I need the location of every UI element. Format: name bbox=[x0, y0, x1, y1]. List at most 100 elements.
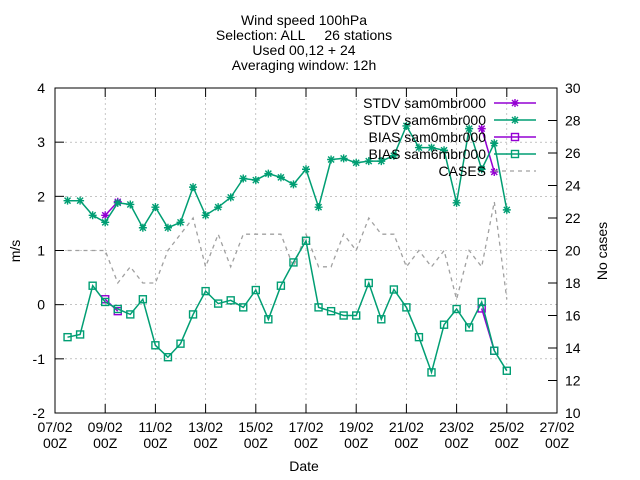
data-point bbox=[76, 196, 85, 205]
y-tick-label: 1 bbox=[37, 243, 45, 259]
data-point bbox=[101, 211, 110, 220]
data-point bbox=[502, 366, 511, 375]
series-layer bbox=[63, 121, 511, 377]
data-point bbox=[276, 281, 286, 290]
data-point bbox=[189, 183, 198, 192]
data-point bbox=[239, 174, 248, 183]
data-point bbox=[289, 258, 298, 267]
y2-tick-label: 10 bbox=[565, 405, 581, 421]
data-point bbox=[352, 311, 361, 320]
data-point bbox=[113, 304, 122, 314]
data-point bbox=[302, 165, 310, 174]
y-tick-label: -1 bbox=[33, 351, 46, 367]
y-tick-label: 4 bbox=[37, 80, 45, 96]
data-point bbox=[151, 341, 160, 350]
data-point bbox=[251, 176, 260, 185]
data-point bbox=[314, 203, 323, 212]
data-point bbox=[201, 211, 210, 220]
data-point bbox=[314, 303, 323, 312]
y2-tick-label: 12 bbox=[565, 373, 581, 389]
data-point bbox=[251, 285, 261, 295]
series-cases bbox=[67, 201, 508, 300]
data-point bbox=[88, 211, 97, 220]
y-tick-label: 2 bbox=[37, 188, 45, 204]
x-tick-label-date: 17/02 bbox=[288, 419, 323, 435]
x-tick-label-hour: 00Z bbox=[545, 435, 570, 451]
x-tick-label-date: 13/02 bbox=[188, 419, 223, 435]
data-point bbox=[100, 297, 110, 307]
grid bbox=[55, 88, 557, 413]
y2-tick-label: 22 bbox=[565, 210, 581, 226]
x-tick-label-date: 09/02 bbox=[88, 419, 123, 435]
data-point bbox=[377, 157, 386, 166]
tick-marks bbox=[54, 87, 558, 414]
x-tick-label-date: 07/02 bbox=[37, 419, 72, 435]
y2-tick-label: 20 bbox=[565, 243, 581, 259]
data-point bbox=[276, 173, 285, 182]
data-point bbox=[301, 236, 311, 245]
y2-tick-label: 28 bbox=[565, 113, 581, 129]
x-tick-label-hour: 00Z bbox=[344, 435, 369, 451]
data-point bbox=[138, 223, 147, 232]
y-tick-label: 3 bbox=[37, 134, 45, 150]
data-point bbox=[75, 330, 85, 339]
data-point bbox=[326, 306, 336, 316]
x-tick-label-date: 27/02 bbox=[539, 419, 574, 435]
data-point bbox=[213, 299, 223, 308]
title-line: Averaging window: 12h bbox=[232, 57, 377, 73]
data-point bbox=[464, 323, 474, 332]
tick-labels: -2-101234101214161820222426283007/0200Z0… bbox=[33, 80, 581, 451]
title-line: Used 00,12 + 24 bbox=[252, 42, 355, 58]
series-stdv-sam6mbr000 bbox=[63, 121, 511, 232]
data-point bbox=[364, 157, 373, 166]
data-point bbox=[389, 285, 399, 294]
x-tick-label-hour: 00Z bbox=[143, 435, 168, 451]
data-point bbox=[477, 165, 486, 174]
data-point bbox=[490, 167, 499, 176]
data-point bbox=[176, 339, 185, 348]
data-point bbox=[402, 121, 411, 130]
y2-tick-label: 18 bbox=[565, 275, 581, 291]
series-line bbox=[67, 238, 508, 375]
series-line bbox=[67, 201, 508, 300]
data-point bbox=[151, 203, 160, 212]
data-point bbox=[126, 200, 135, 209]
data-point bbox=[88, 281, 97, 290]
data-point bbox=[163, 353, 173, 362]
legend-label: CASES bbox=[439, 163, 486, 179]
data-point bbox=[188, 310, 198, 319]
data-point bbox=[339, 154, 348, 163]
x-tick-label-hour: 00Z bbox=[294, 435, 319, 451]
x-tick-label-hour: 00Z bbox=[445, 435, 470, 451]
data-point bbox=[239, 303, 248, 312]
data-point bbox=[389, 151, 398, 160]
data-point bbox=[490, 346, 499, 355]
x-tick-label-date: 15/02 bbox=[238, 419, 273, 435]
x-tick-label-hour: 00Z bbox=[495, 435, 520, 451]
y-tick-label: 0 bbox=[37, 297, 45, 313]
data-point bbox=[427, 143, 436, 152]
data-point bbox=[452, 198, 461, 207]
x-axis-label: Date bbox=[289, 458, 319, 474]
data-point bbox=[477, 124, 486, 133]
legend-label: BIAS sam6mbr000 bbox=[369, 146, 487, 162]
data-point bbox=[214, 203, 223, 212]
data-point bbox=[264, 169, 273, 178]
data-point bbox=[414, 143, 423, 152]
data-point bbox=[63, 332, 72, 342]
y2-tick-label: 14 bbox=[565, 340, 581, 356]
y2-axis-label: No cases bbox=[594, 222, 610, 280]
y2-tick-label: 24 bbox=[565, 178, 581, 194]
x-tick-label-date: 23/02 bbox=[439, 419, 474, 435]
data-point bbox=[226, 296, 235, 305]
y2-tick-label: 26 bbox=[565, 145, 581, 161]
series-bias-sam6mbr000 bbox=[63, 236, 511, 377]
title-line: Wind speed 100hPa bbox=[241, 12, 367, 28]
data-point bbox=[101, 218, 110, 227]
data-point bbox=[289, 180, 298, 189]
data-point bbox=[264, 315, 273, 324]
series-line bbox=[480, 128, 496, 173]
